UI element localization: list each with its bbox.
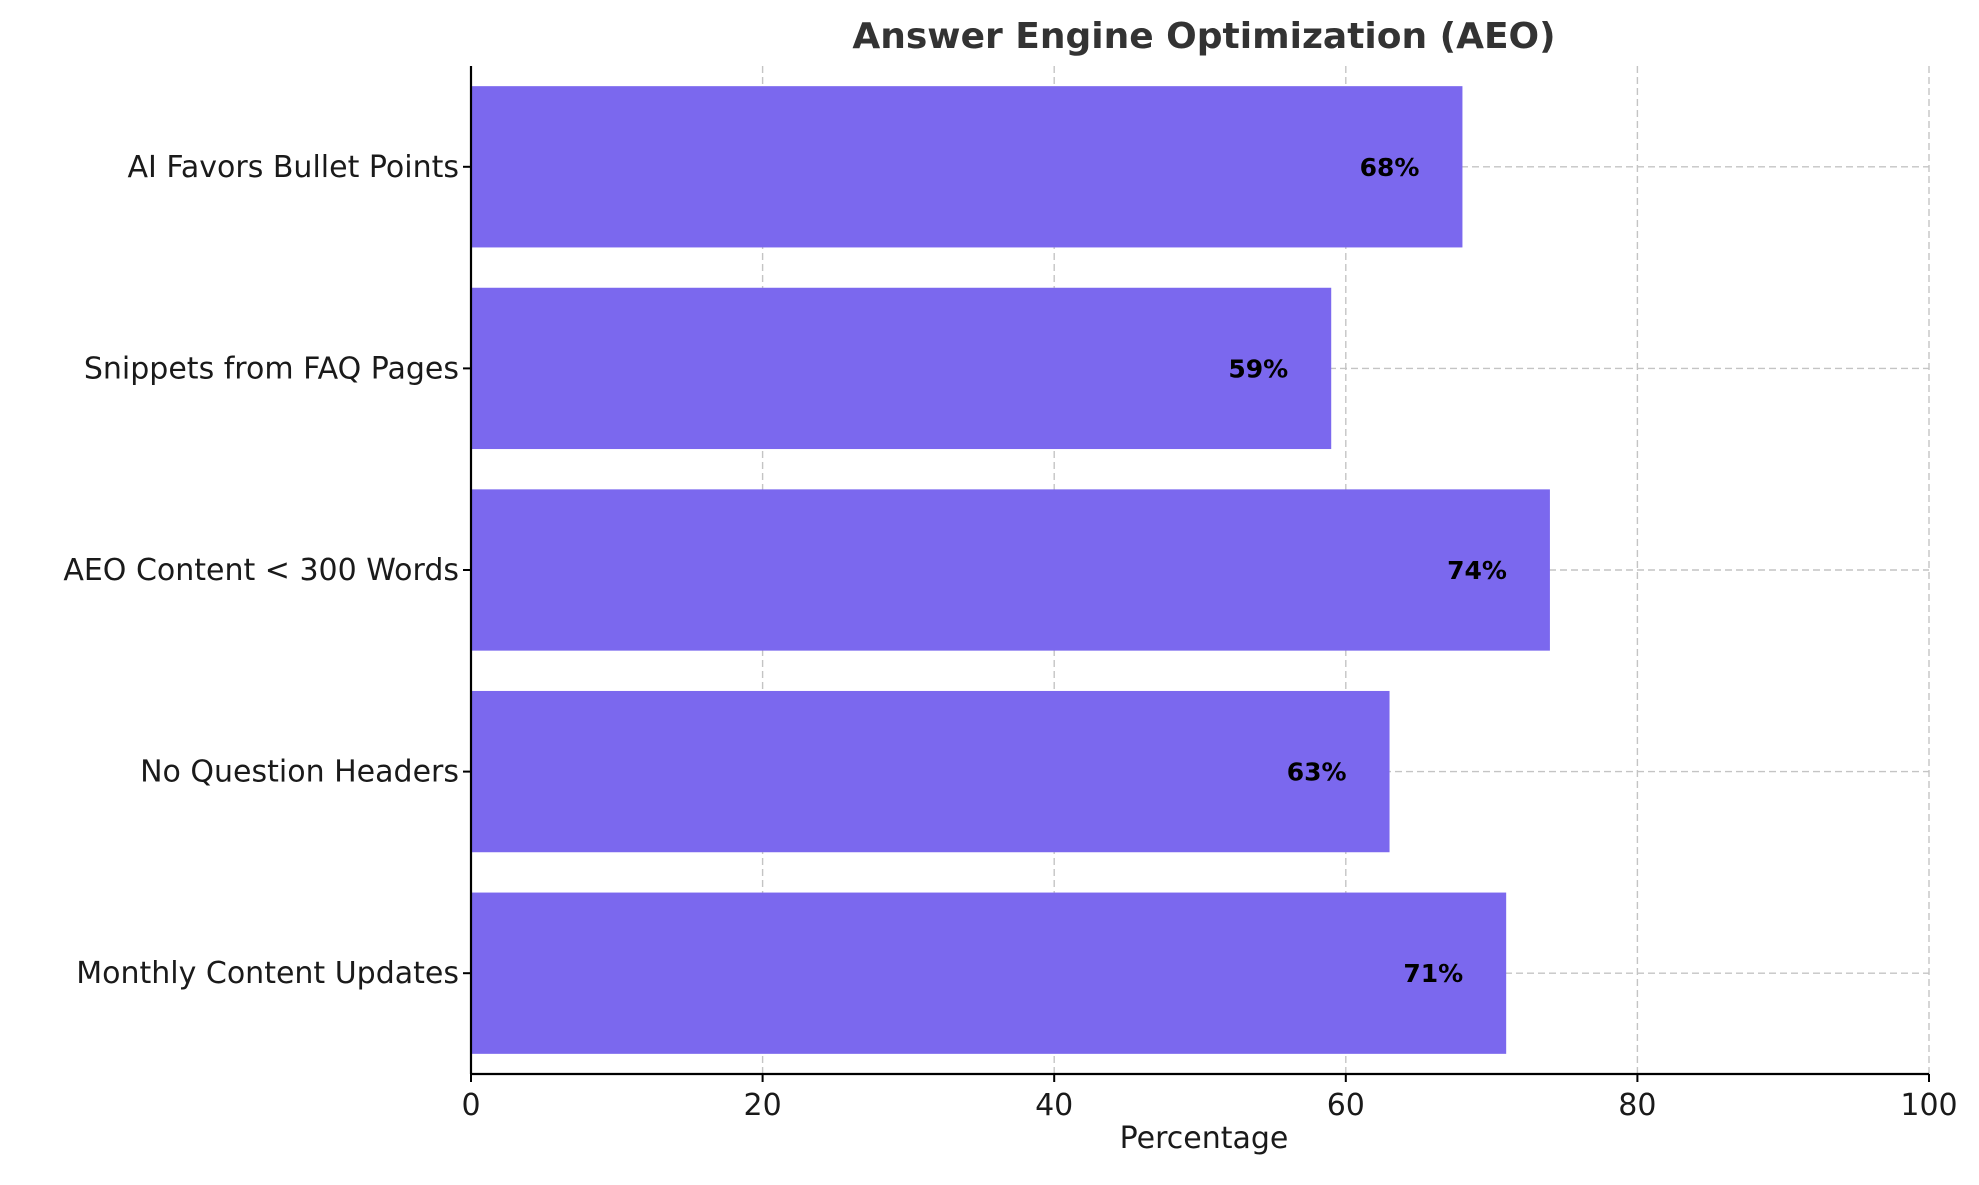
bar-data-label: 71% (1403, 959, 1463, 988)
category-label: Snippets from FAQ Pages (84, 351, 459, 386)
bar (471, 892, 1507, 1054)
x-tick-label: 0 (461, 1088, 480, 1123)
bar-data-label: 59% (1228, 354, 1288, 383)
axis-layer: 0 20 40 60 80 100 AI Favors Bullet Points Snipp… (63, 66, 1958, 1123)
x-tick-label: 20 (744, 1088, 782, 1123)
bar (471, 287, 1332, 450)
bar (471, 690, 1390, 853)
bar-data-label: 63% (1287, 758, 1347, 787)
bar (471, 86, 1463, 248)
data-label-layer: 68% 59% 74% 63% 71% (1228, 153, 1507, 988)
x-tick-label: 40 (1035, 1088, 1073, 1123)
bar-data-label: 74% (1447, 556, 1507, 585)
category-label: AEO Content < 300 Words (63, 553, 459, 588)
x-tick-label: 60 (1327, 1088, 1365, 1123)
bar-data-label: 68% (1360, 153, 1420, 182)
category-label: No Question Headers (140, 755, 459, 790)
chart-title: Answer Engine Optimization (AEO) (852, 16, 1555, 57)
x-tick-label: 80 (1618, 1088, 1656, 1123)
bar-layer (471, 86, 1550, 1054)
x-axis-title: Percentage (1120, 1121, 1289, 1156)
bar (471, 489, 1550, 651)
category-label: AI Favors Bullet Points (127, 150, 459, 185)
category-label: Monthly Content Updates (76, 956, 459, 991)
x-tick-label: 100 (1900, 1088, 1957, 1123)
